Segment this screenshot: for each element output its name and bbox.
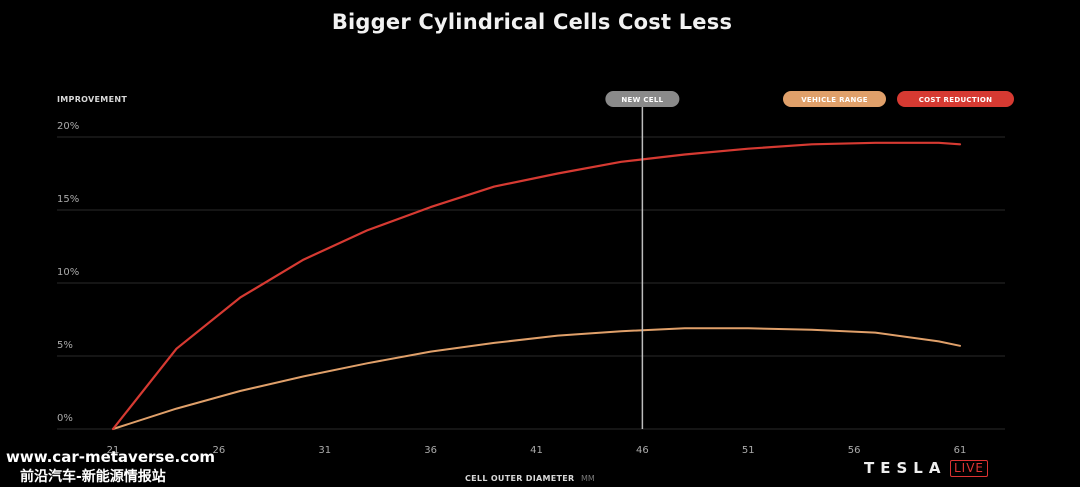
x-tick-26: 26 [213,445,226,456]
y-tick-labels: 0% 5% 10% 15% 20% [57,121,79,424]
series-lines [111,141,962,431]
y-axis-label: IMPROVEMENT [57,95,127,104]
x-tick-31: 31 [318,445,331,456]
watermark-chinese: 前沿汽车-新能源情报站 [20,469,166,485]
live-badge: LIVE [950,460,989,477]
legend-label-cost-reduction: COST REDUCTION [919,96,993,104]
y-tick-15: 15% [57,194,79,205]
x-tick-36: 36 [424,445,437,456]
legend-pill-cost-reduction [897,91,1014,107]
chart-title: Bigger Cylindrical Cells Cost Less [331,10,733,34]
series-cost-reduction [111,141,962,431]
series-vehicle-range [112,327,961,430]
grid-lines [57,136,1005,430]
x-tick-51: 51 [742,445,755,456]
tesla-logo: TESLA [864,459,947,477]
legend-label-vehicle-range: VEHICLE RANGE [801,96,868,104]
new-cell-marker: NEW CELL [605,91,680,429]
watermark-url: www.car-metaverse.com [6,448,216,466]
x-tick-56: 56 [848,445,861,456]
new-cell-pill [605,91,680,107]
x-tick-21: 21 [107,445,120,456]
x-tick-61: 61 [954,445,967,456]
x-axis-unit: MM [581,474,595,483]
legend-pill-vehicle-range [783,91,886,107]
y-tick-0: 0% [57,413,73,424]
new-cell-label: NEW CELL [621,96,663,104]
y-tick-5: 5% [57,340,73,351]
y-tick-20: 20% [57,121,79,132]
y-tick-10: 10% [57,267,79,278]
x-tick-labels: 21 26 31 36 41 46 51 56 61 [107,445,967,456]
x-tick-46: 46 [636,445,649,456]
x-axis-label: CELL OUTER DIAMETER [465,474,575,483]
x-tick-41: 41 [530,445,543,456]
legend: VEHICLE RANGE COST REDUCTION [783,91,1014,107]
